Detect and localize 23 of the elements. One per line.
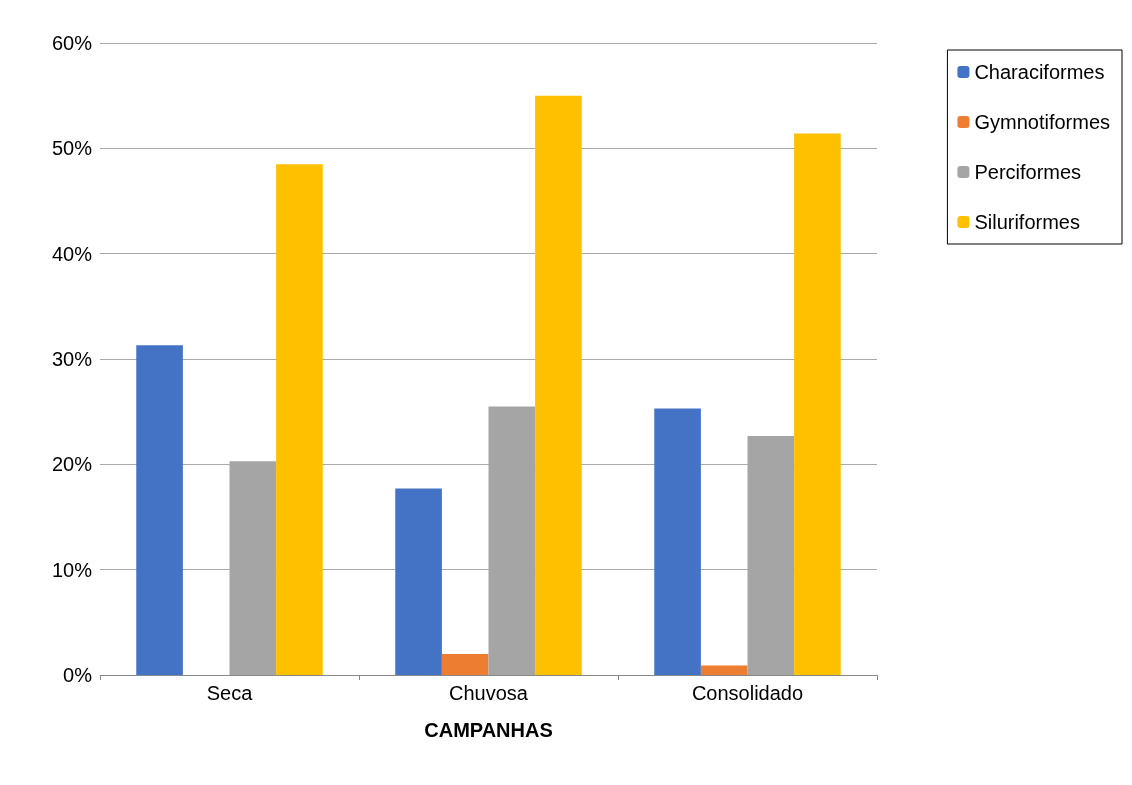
y-tick-label: 30% [51, 348, 93, 370]
x-tick-label: Consolidado [691, 682, 804, 704]
legend-label: Siluriformes [974, 211, 1080, 233]
y-tick-label: 10% [51, 558, 93, 581]
y-tick-label: 20% [51, 453, 93, 476]
y-tick-label: 60% [51, 32, 93, 54]
bar [395, 488, 442, 675]
y-tick-label: 50% [51, 137, 93, 160]
x-axis-title: CAMPANHAS [424, 719, 553, 741]
x-tick-label: Seca [206, 682, 254, 704]
bar [654, 408, 701, 675]
x-tick-label: Chuvosa [449, 682, 529, 704]
bar [441, 653, 489, 675]
bar [794, 133, 841, 675]
legend-label: Characiformes [974, 61, 1105, 83]
bar [535, 95, 582, 675]
legend-label: Perciformes [974, 161, 1082, 183]
y-tick-label: 40% [51, 242, 93, 265]
y-tick-label: 0% [63, 664, 93, 686]
bar [276, 164, 323, 675]
legend-label: Gymnotiformes [974, 111, 1111, 133]
bar [700, 665, 748, 675]
bar [136, 345, 183, 675]
